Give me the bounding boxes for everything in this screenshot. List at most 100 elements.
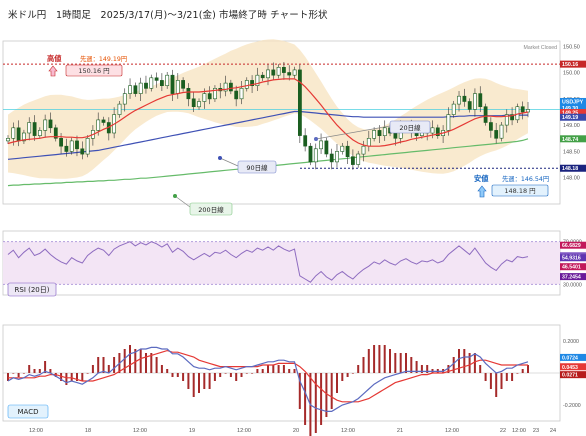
macd-signal-line: [8, 349, 528, 403]
x-tick-label: 24: [550, 428, 556, 434]
ma20-marker: [314, 137, 318, 141]
macd-histogram-bar: [70, 373, 73, 381]
candle-body: [43, 119, 48, 131]
candle-body: [175, 80, 180, 94]
macd-histogram-bar: [219, 373, 222, 377]
candle-body: [504, 114, 509, 126]
x-tick-label: 12:00: [29, 428, 43, 434]
candle-body: [11, 127, 16, 139]
candle-body: [276, 67, 281, 76]
candle-body: [515, 106, 520, 121]
price-tag: [560, 97, 586, 105]
macd-histogram-bar: [458, 349, 460, 373]
candle-body: [6, 138, 10, 142]
macd-histogram-bar: [49, 369, 52, 373]
candle-body: [329, 153, 334, 163]
candle-body: [21, 132, 26, 142]
macd-histogram-bar: [325, 373, 328, 417]
market-closed-label: Market Closed: [524, 45, 558, 51]
candle-body: [80, 148, 85, 155]
price-tag-text: 148.18: [562, 166, 578, 172]
macd-histogram-bar: [373, 345, 376, 373]
candle-body: [313, 148, 318, 163]
candle-body: [335, 151, 339, 163]
price-tick-label: 148.00: [563, 176, 580, 182]
candle-body: [64, 145, 69, 152]
candle-body: [292, 69, 297, 76]
macd-histogram-bar: [415, 361, 418, 373]
macd-histogram-bar: [139, 349, 142, 373]
rsi-label: RSI (20日): [15, 286, 50, 294]
macd-histogram-bar: [500, 373, 503, 389]
macd-histogram-bar: [235, 373, 238, 381]
ma90-leader: [219, 157, 239, 167]
rsi-tag-text: 37.2454: [562, 275, 581, 281]
macd-histogram-bar: [304, 373, 307, 425]
candle-body: [483, 106, 488, 123]
macd-histogram-bar: [341, 373, 344, 381]
rsi-tag: [560, 273, 586, 281]
macd-histogram-bar: [113, 357, 116, 373]
x-tick-label: 23: [533, 428, 539, 434]
candle-body: [356, 153, 361, 165]
candle-body: [85, 138, 90, 155]
candle-body: [138, 82, 143, 94]
macd-histogram-bar: [389, 349, 391, 373]
candle-body: [393, 132, 398, 139]
candle-body: [53, 127, 58, 139]
candle-body: [361, 145, 366, 155]
macd-histogram-bar: [272, 365, 275, 373]
macd-histogram-bar: [378, 345, 381, 373]
ma20-callout: 20日線: [399, 123, 421, 132]
candle-body: [319, 140, 324, 150]
macd-histogram-bar: [198, 373, 200, 393]
candle-body: [462, 95, 467, 102]
macd-histogram-bar: [256, 369, 259, 373]
macd-histogram-bar: [176, 373, 179, 377]
macd-histogram-bar: [468, 353, 471, 373]
macd-histogram-bar: [314, 373, 317, 433]
low-prev-week: 先週：146.54円: [502, 174, 549, 183]
price-tag-text: USDJPY: [562, 99, 584, 105]
ma200-callout-box: [189, 202, 233, 216]
candle-body: [37, 130, 42, 136]
macd-histogram-bar: [521, 369, 524, 373]
ma200-leader: [174, 195, 191, 208]
ma200-marker: [173, 194, 177, 198]
macd-tick-label: 0.2000: [563, 339, 579, 345]
rsi-band: [3, 241, 560, 285]
up-arrow-icon-low: [477, 185, 487, 198]
candle-body: [271, 69, 276, 76]
macd-histogram-bar: [187, 373, 190, 389]
candle-body: [122, 93, 127, 105]
candle-body: [473, 93, 477, 110]
macd-label: MACD: [18, 408, 39, 416]
rsi-tick-label: 30.0000: [563, 282, 582, 288]
candle-body: [207, 93, 212, 100]
price-tag-text: 150.16: [562, 62, 578, 68]
candle-body: [266, 69, 270, 79]
macd-histogram-bar: [405, 353, 407, 373]
macd-histogram-bar: [38, 369, 41, 373]
macd-histogram-bar: [182, 373, 185, 381]
high-label: 高値: [47, 54, 62, 63]
candle-body: [324, 140, 329, 155]
candle-body: [186, 88, 191, 100]
ma90-callout: 90日線: [246, 163, 268, 172]
x-tick-label: 12:00: [341, 428, 355, 434]
macd-histogram-bar: [12, 373, 15, 374]
candle-body: [191, 98, 196, 108]
price-tag-text: 149.19: [562, 115, 578, 121]
candle-body: [510, 114, 515, 121]
ma20-callout-box: [389, 120, 431, 134]
macd-histogram-bar: [123, 349, 126, 373]
macd-histogram-bar: [251, 373, 254, 374]
low-label: 安値: [474, 174, 489, 183]
macd-tag-text: 0.0453: [562, 365, 578, 371]
macd-histogram-bar: [383, 345, 386, 373]
macd-histogram-bar: [484, 373, 487, 381]
price-tag-text: 149.30: [562, 106, 578, 112]
x-tick-label: 12:00: [445, 428, 459, 434]
macd-histogram-bar: [224, 373, 227, 374]
macd-histogram-bar: [160, 365, 163, 373]
